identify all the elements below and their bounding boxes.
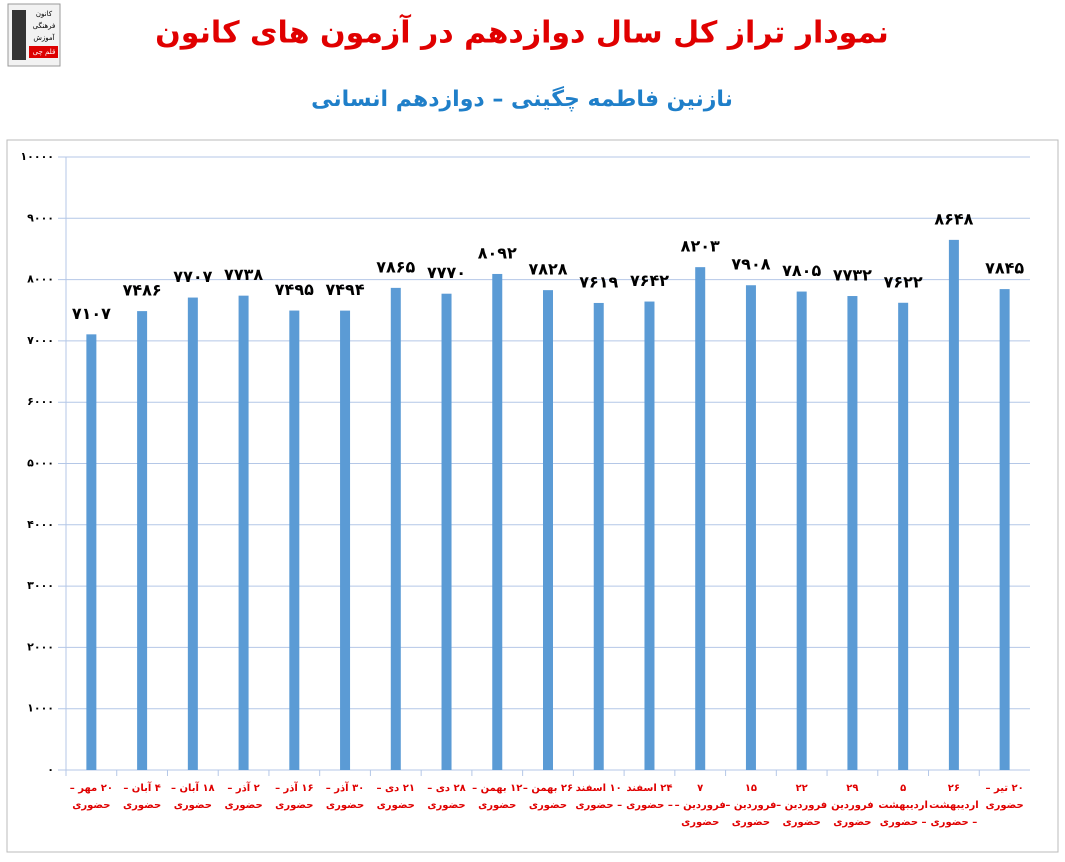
bar [593, 302, 604, 770]
bar [137, 311, 148, 770]
bar [948, 239, 959, 771]
bar [441, 293, 452, 770]
logo-badge [29, 46, 58, 58]
value-label: ۷۱۰۷ [72, 304, 111, 323]
logo-text: فرهنگی [33, 21, 56, 30]
bar [492, 273, 503, 770]
y-tick-label: ۲۰۰۰ [27, 640, 54, 653]
value-label: ۷۶۴۲ [630, 271, 669, 290]
x-tick-label: ۴ آبان – حضوری [122, 783, 162, 811]
logo-text: آموزش [33, 33, 55, 42]
y-tick-label: ۰ [47, 763, 54, 776]
x-tick-label: ۳۰ آذر – حضوری [325, 783, 365, 811]
y-tick-label: ۷۰۰۰ [27, 334, 54, 347]
bar [999, 289, 1010, 770]
x-tick-label: ۲۲ فروردین – حضوری [776, 783, 828, 828]
bar [340, 310, 351, 770]
x-tick-label: ۲۸ دی – حضوری [427, 783, 466, 811]
value-label: ۷۶۱۹ [579, 272, 618, 291]
y-tick-label: ۴۰۰۰ [27, 518, 54, 531]
value-label: ۷۹۰۸ [731, 255, 770, 274]
value-label: ۷۴۹۵ [275, 280, 314, 299]
x-tick-label: ۱۲ بهمن – حضوری [472, 783, 523, 811]
y-tick-label: ۶۰۰۰ [27, 395, 54, 408]
bar [238, 295, 249, 770]
value-label: ۷۴۹۴ [326, 280, 365, 299]
value-label: ۸۰۹۲ [478, 243, 517, 262]
value-label: ۷۸۲۸ [528, 260, 567, 279]
y-tick-label: ۵۰۰۰ [27, 457, 54, 470]
bar [644, 301, 655, 770]
value-label: ۷۷۰۷ [173, 267, 212, 286]
bar [390, 287, 401, 770]
chart-title: نمودار تراز کل سال دوازدهم در آزمون های … [155, 14, 889, 51]
y-tick-label: ۳۰۰۰ [27, 579, 54, 592]
x-tick-label: ۵ اردیبهشت – حضوری [878, 783, 928, 828]
value-label: ۷۷۷۰ [427, 263, 466, 282]
x-tick-label: ۲۹ فروردین حضوری [831, 783, 874, 828]
bar [847, 296, 858, 770]
y-tick-label: ۹۰۰۰ [27, 211, 54, 224]
bar [187, 297, 198, 770]
value-label: ۷۶۲۲ [884, 272, 923, 291]
logo-text: قلم چی [33, 48, 56, 56]
x-tick-label: ۲۶ اردیبهشت – حضوری [929, 783, 979, 828]
x-tick-label: ۲۰ مهر – حضوری [69, 783, 113, 811]
logo-figure [12, 10, 26, 60]
bar [745, 285, 756, 770]
x-tick-label: ۷ فروردین – حضوری [674, 783, 726, 828]
logo: کانون فرهنگی آموزش قلم چی [7, 3, 61, 67]
bar [796, 291, 807, 770]
value-label: ۷۴۸۶ [123, 281, 162, 300]
value-label: ۷۸۶۵ [376, 257, 415, 276]
x-tick-label: ۲۰ تیر – حضوری [985, 783, 1024, 811]
value-label: ۷۸۰۵ [782, 261, 821, 280]
bar [898, 302, 909, 770]
y-tick-label: ۱۰۰۰۰ [20, 150, 54, 163]
x-tick-label: ۲۶ بهمن – حضوری [522, 783, 574, 811]
value-label: ۷۸۴۵ [985, 259, 1024, 278]
value-label: ۸۶۴۸ [934, 209, 973, 228]
value-label: ۷۷۳۲ [833, 266, 872, 285]
bar [86, 334, 97, 770]
x-tick-label: ۱۵ فروردین – حضوری [725, 783, 777, 828]
logo-text: کانون [36, 10, 53, 18]
value-label: ۷۷۳۸ [224, 265, 263, 284]
x-tick-label: ۱۶ آذر – حضوری [275, 783, 314, 811]
y-tick-label: ۸۰۰۰ [27, 273, 54, 286]
x-tick-label: ۱۸ آبان – حضوری [171, 783, 215, 811]
x-tick-label: ۲۴ اسفند – حضوری [626, 783, 673, 811]
chart-frame [6, 139, 1059, 853]
chart-subtitle: نازنین فاطمه چگینی – دوازدهم انسانی [311, 85, 733, 112]
y-tick-label: ۱۰۰۰ [27, 702, 54, 715]
x-tick-label: ۱۰ اسفند – حضوری [575, 783, 623, 811]
bar [543, 290, 553, 770]
x-tick-label: ۲ آذر – حضوری [224, 783, 263, 811]
bar [289, 310, 300, 770]
x-tick-label: ۲۱ دی – حضوری [376, 783, 416, 811]
bar [695, 267, 706, 770]
value-label: ۸۲۰۳ [681, 237, 720, 256]
